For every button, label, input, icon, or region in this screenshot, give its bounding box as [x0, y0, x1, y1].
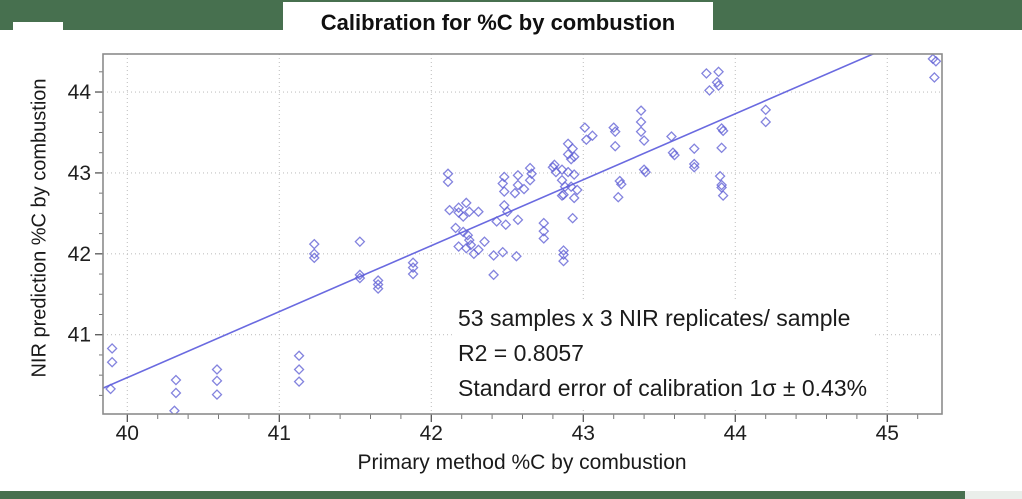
svg-text:44: 44	[68, 81, 92, 104]
annotation-box: 53 samples x 3 NIR replicates/ sample R2…	[452, 299, 876, 410]
svg-text:45: 45	[876, 422, 899, 445]
footer-corner	[965, 491, 1022, 499]
chart-title-box: Calibration for %C by combustion	[283, 2, 713, 43]
annotation-r2: R2 = 0.8057	[458, 340, 584, 366]
svg-text:42: 42	[68, 243, 91, 266]
chart-title: Calibration for %C by combustion	[320, 9, 676, 35]
header-notch	[13, 22, 63, 31]
annotation-stderr: Standard error of calibration 1σ ± 0.43%	[458, 375, 868, 401]
svg-text:42: 42	[420, 422, 443, 445]
annotation-samples: 53 samples x 3 NIR replicates/ sample	[458, 305, 851, 331]
svg-text:40: 40	[116, 422, 139, 445]
x-axis-label: Primary method %C by combustion	[357, 451, 687, 474]
svg-text:41: 41	[268, 422, 291, 445]
svg-text:43: 43	[68, 162, 91, 185]
footer-bar	[0, 491, 965, 499]
svg-text:43: 43	[572, 422, 595, 445]
svg-text:41: 41	[68, 324, 91, 347]
y-axis-label: NIR prediction %C by combustion	[28, 78, 51, 378]
svg-text:44: 44	[724, 422, 748, 445]
